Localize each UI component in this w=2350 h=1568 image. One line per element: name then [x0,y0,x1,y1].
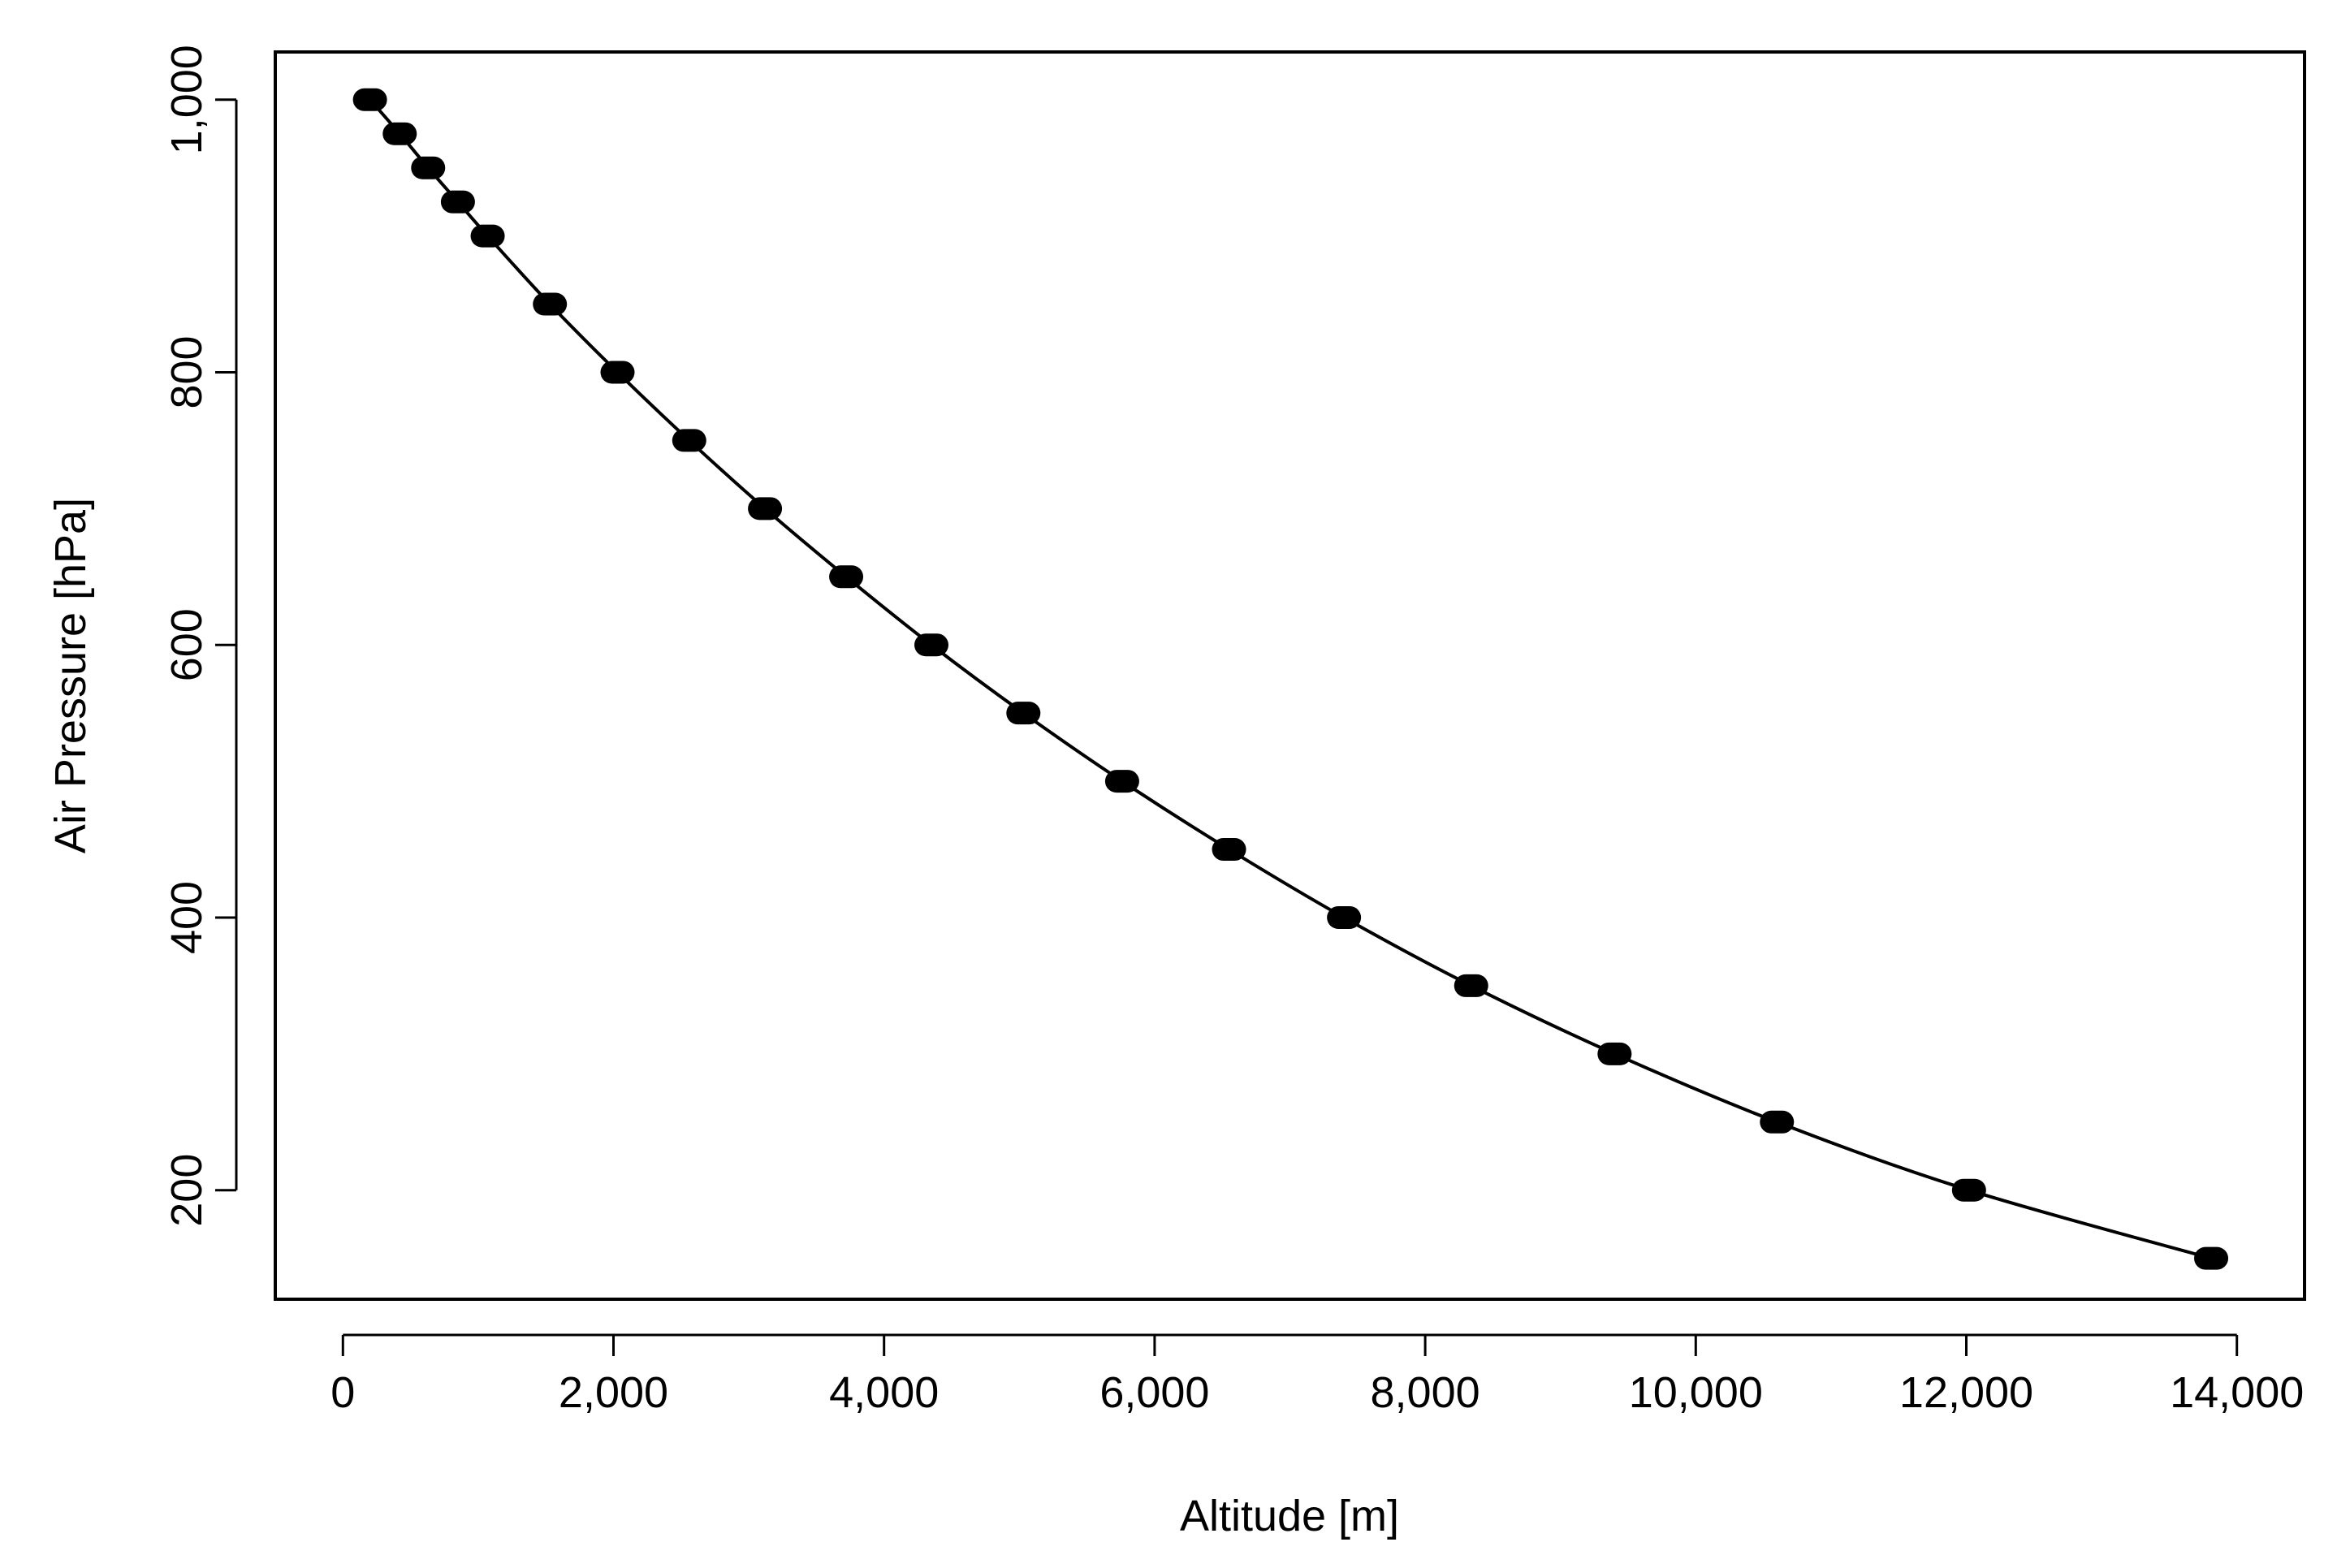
x-tick-label: 2,000 [559,1368,668,1417]
x-tick-label: 8,000 [1371,1368,1480,1417]
data-point [533,292,568,316]
data-point [1597,1042,1632,1065]
data-points [352,88,2229,1270]
y-axis: 200 400 600 800 1,000 [162,45,238,1227]
data-point [1327,905,1362,929]
x-tick-label: 10,000 [1629,1368,1763,1417]
x-tick-label: 4,000 [829,1368,939,1417]
x-tick-label: 6,000 [1099,1368,1209,1417]
data-point [829,565,864,589]
plot-frame [274,50,2306,1301]
y-axis-title: Air Pressure [hPa] [46,498,95,853]
x-tick-label: 12,000 [1899,1368,2033,1417]
data-point [600,361,635,384]
y-tick-label: 400 [162,881,211,954]
data-point [470,224,505,248]
data-point [1212,838,1246,862]
x-tick-label: 0 [330,1368,355,1417]
x-tick-label: 14,000 [2170,1368,2304,1417]
x-axis: 0 2,000 4,000 6,000 8,000 10,000 12,000 14,000 [330,1333,2304,1417]
data-point [1006,702,1041,725]
y-tick-label: 600 [162,608,211,681]
data-point [411,156,446,179]
data-point [440,190,475,214]
data-point [672,429,706,452]
y-tick-label: 1,000 [162,45,211,154]
data-point [1951,1178,1986,1202]
data-point [382,122,417,145]
data-point [2194,1246,2229,1270]
data-point [748,497,783,521]
data-point [914,633,949,657]
data-point [1104,770,1139,793]
data-point [1760,1110,1795,1134]
pressure-curve-line [369,98,2212,1260]
y-tick-label: 200 [162,1154,211,1227]
data-point [352,88,387,111]
y-tick-label: 800 [162,335,211,408]
x-axis-title: Altitude [m] [1180,1492,1399,1540]
data-point [1454,974,1488,997]
